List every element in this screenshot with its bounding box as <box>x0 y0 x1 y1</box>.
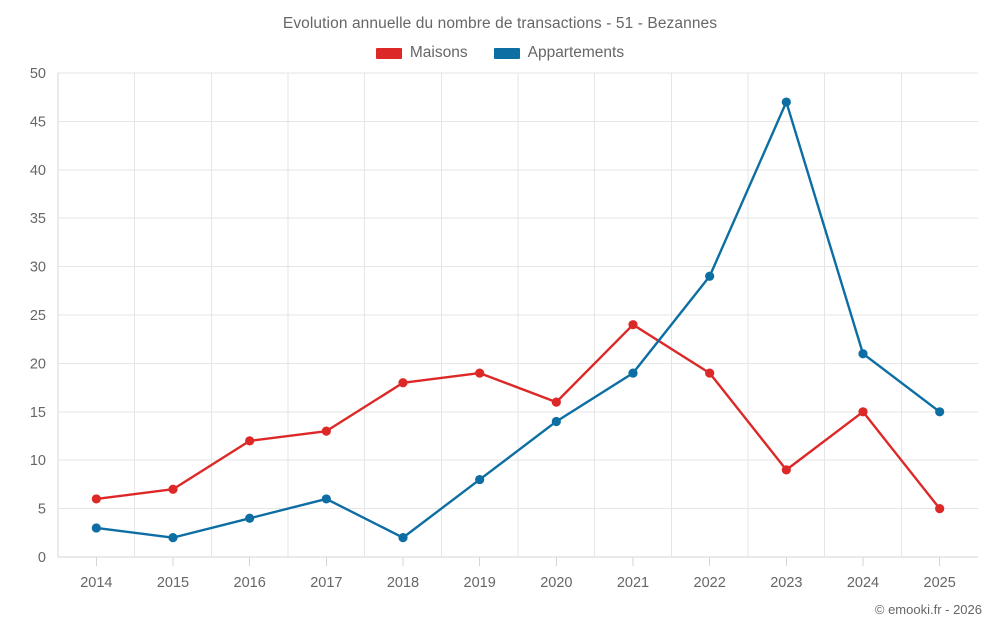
data-point-maisons-2025[interactable] <box>935 504 945 514</box>
legend-label-maisons: Maisons <box>409 44 468 61</box>
data-point-appartements-2015[interactable] <box>168 533 178 543</box>
data-point-appartements-2019[interactable] <box>475 474 485 485</box>
data-point-maisons-2015[interactable] <box>168 484 178 494</box>
x-axis-tick-label: 2017 <box>310 575 342 591</box>
chart-title: Evolution annuelle du nombre de transact… <box>282 15 718 32</box>
x-axis-tick-label: 2020 <box>540 575 572 591</box>
data-point-appartements-2014[interactable] <box>91 523 101 533</box>
data-point-appartements-2022[interactable] <box>705 271 715 281</box>
chart-legend: Maisons Appartements <box>0 44 1000 62</box>
data-point-maisons-2022[interactable] <box>705 368 715 378</box>
data-point-maisons-2014[interactable] <box>91 494 101 504</box>
data-point-appartements-2020[interactable] <box>551 416 561 427</box>
legend-swatch-icon <box>375 47 402 59</box>
y-axis-tick-label: 15 <box>30 405 46 421</box>
data-point-maisons-2023[interactable] <box>781 465 791 475</box>
data-point-maisons-2019[interactable] <box>475 368 485 378</box>
legend-item-maisons[interactable]: Maisons <box>375 44 468 62</box>
legend-swatch-icon <box>493 47 520 59</box>
data-point-appartements-2024[interactable] <box>858 349 868 359</box>
x-axis-tick-label: 2016 <box>234 575 266 591</box>
legend-label-appartements: Appartements <box>527 44 625 61</box>
y-axis-tick-label: 0 <box>38 550 46 566</box>
y-axis-tick-label: 45 <box>30 114 46 130</box>
legend-item-appartements[interactable]: Appartements <box>493 44 625 62</box>
y-axis-tick-label: 40 <box>30 163 46 179</box>
x-axis-tick-label: 2025 <box>924 575 956 591</box>
x-axis-tick-label: 2023 <box>770 575 802 591</box>
data-point-maisons-2024[interactable] <box>858 407 868 417</box>
y-axis-tick-label: 5 <box>38 502 46 518</box>
series-line-appartements <box>95 100 941 539</box>
y-axis-tick-label: 10 <box>30 453 46 469</box>
data-point-maisons-2020[interactable] <box>551 397 561 407</box>
x-axis-tick-label: 2018 <box>387 575 419 591</box>
data-point-maisons-2017[interactable] <box>321 426 331 436</box>
series-line-maisons <box>95 323 941 510</box>
data-point-appartements-2023[interactable] <box>781 97 791 107</box>
data-point-maisons-2021[interactable] <box>628 320 638 330</box>
data-point-appartements-2018[interactable] <box>398 533 408 543</box>
data-point-appartements-2025[interactable] <box>935 407 945 417</box>
y-axis-tick-label: 30 <box>30 260 46 276</box>
x-axis-tick-label: 2019 <box>464 575 496 591</box>
y-axis-tick-label: 50 <box>30 66 46 82</box>
x-axis-tick-label: 2014 <box>80 575 112 591</box>
data-point-appartements-2021[interactable] <box>628 368 638 378</box>
y-axis-tick-label: 25 <box>30 308 46 324</box>
y-axis-tick-label: 35 <box>30 211 46 227</box>
data-point-appartements-2017[interactable] <box>321 494 331 504</box>
data-point-maisons-2016[interactable] <box>245 436 255 446</box>
footer-credit: © emooki.fr - 2026 <box>874 602 982 617</box>
data-point-appartements-2016[interactable] <box>245 513 255 523</box>
x-axis-tick-label: 2015 <box>157 575 189 591</box>
x-axis-tick-label: 2022 <box>694 575 726 591</box>
x-axis-tick-label: 2024 <box>847 575 879 591</box>
x-axis-tick-label: 2021 <box>617 575 649 591</box>
data-point-maisons-2018[interactable] <box>398 378 408 388</box>
y-axis-tick-label: 20 <box>30 356 46 372</box>
